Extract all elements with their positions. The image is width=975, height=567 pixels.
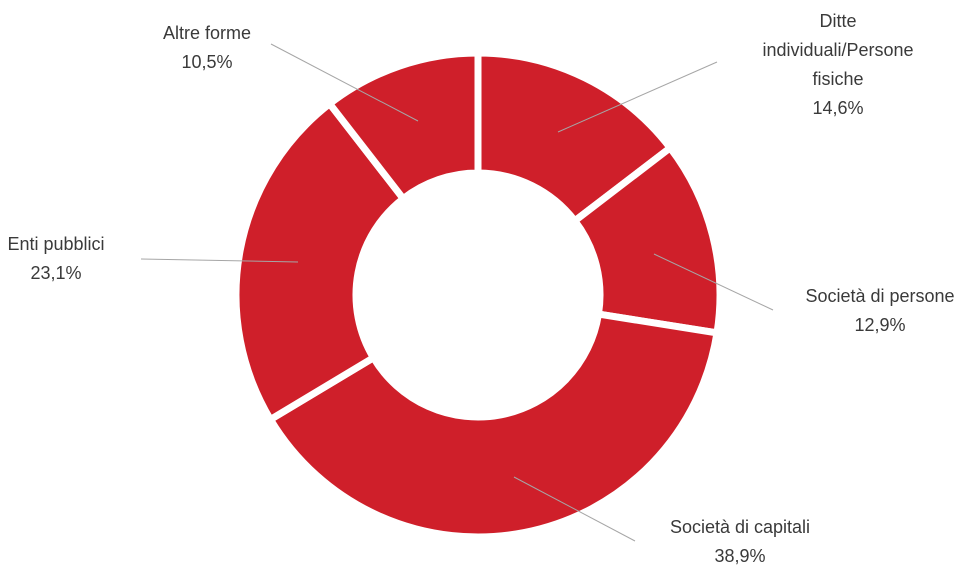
donut-slice bbox=[474, 49, 676, 226]
slice-category-label: Enti pubblici bbox=[7, 234, 104, 254]
leader-line bbox=[270, 43, 419, 122]
donut-slice bbox=[265, 310, 722, 541]
slice-category-label: individuali/Persone bbox=[762, 40, 913, 60]
slice-category-label: Società di capitali bbox=[670, 517, 810, 537]
donut-slice bbox=[324, 49, 482, 204]
slice-value-label: 14,6% bbox=[812, 98, 863, 118]
slice-value-label: 10,5% bbox=[181, 52, 232, 72]
slice-value-label: 12,9% bbox=[854, 315, 905, 335]
leader-line bbox=[140, 258, 299, 263]
slice-value-label: 38,9% bbox=[714, 546, 765, 566]
donut-slice bbox=[232, 98, 409, 425]
leader-line bbox=[653, 253, 774, 311]
leader-lines-group bbox=[140, 43, 774, 542]
slice-category-label: Ditte bbox=[819, 11, 856, 31]
labels-group: Ditte individuali/Persone fisiche 14,6% Soci… bbox=[7, 11, 954, 566]
leader-line bbox=[557, 61, 718, 133]
donut-slice bbox=[569, 142, 724, 337]
slice-value-label: 23,1% bbox=[30, 263, 81, 283]
leader-line bbox=[513, 476, 636, 542]
slices-group bbox=[232, 49, 724, 541]
slice-category-label: Altre forme bbox=[163, 23, 251, 43]
slice-category-label: fisiche bbox=[812, 69, 863, 89]
slice-category-label: Società di persone bbox=[805, 286, 954, 306]
